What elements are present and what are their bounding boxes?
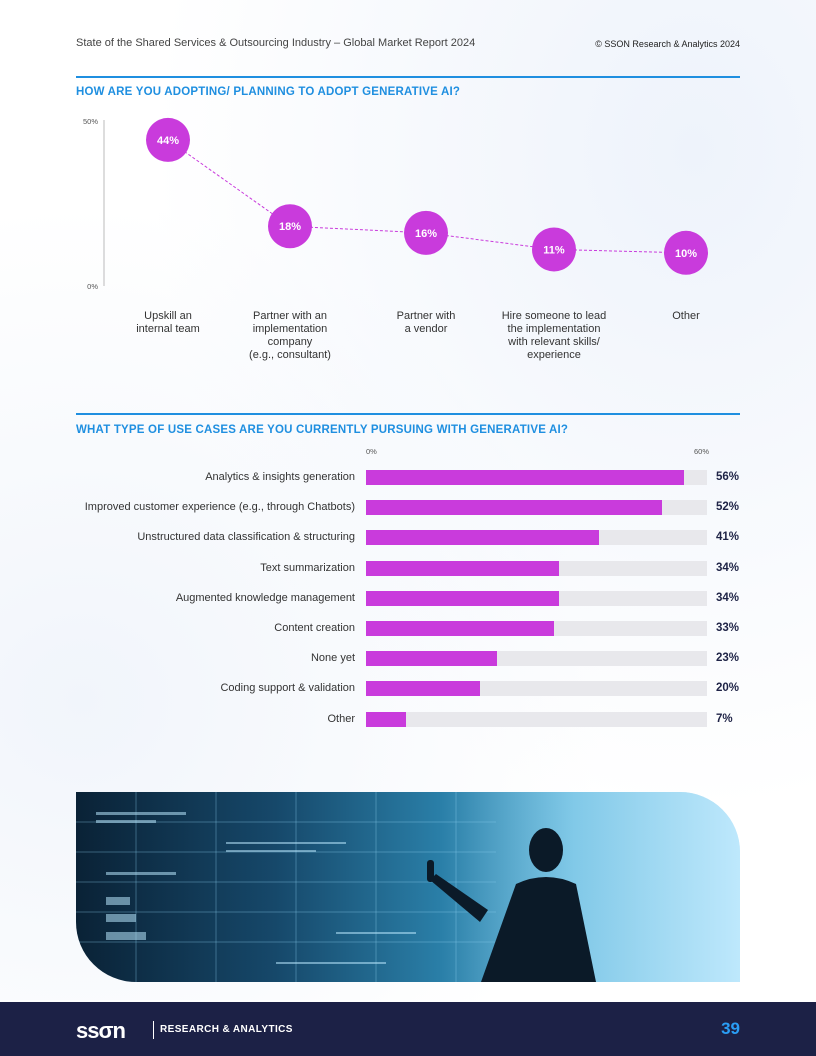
x-tick-label: 60% bbox=[694, 447, 710, 456]
category-label: Partner with a vendor bbox=[396, 310, 456, 335]
logo-subtitle: RESEARCH & ANALYTICS bbox=[160, 1024, 293, 1035]
copyright-notice: © SSON Research & Analytics 2024 bbox=[595, 39, 740, 49]
bar-category-label: Coding support & validation bbox=[220, 682, 355, 695]
data-point bbox=[268, 204, 312, 249]
bar-value-label: 7% bbox=[716, 712, 733, 725]
hero-image bbox=[76, 792, 740, 982]
category-label: Upskill an internal team bbox=[136, 310, 200, 335]
bar bbox=[366, 560, 560, 576]
sson-logo: ssσn bbox=[76, 1018, 126, 1043]
section-divider bbox=[76, 76, 740, 78]
y-tick-label: 0% bbox=[87, 282, 98, 291]
section-title-adoption: HOW ARE YOU ADOPTING/ PLANNING TO ADOPT … bbox=[76, 86, 461, 98]
bar bbox=[366, 590, 560, 606]
bar bbox=[366, 681, 480, 697]
bar-track bbox=[366, 621, 707, 636]
bar-category-label: Unstructured data classification & struc… bbox=[137, 531, 355, 544]
bar-category-label: Augmented knowledge management bbox=[175, 591, 355, 604]
data-label: 10% bbox=[675, 248, 697, 260]
page-footer: ssσn RESEARCH & ANALYTICS 39 bbox=[0, 1002, 816, 1056]
bar-track bbox=[366, 681, 707, 697]
bar-track bbox=[366, 470, 707, 485]
bar-category-label: None yet bbox=[310, 652, 355, 665]
bar-value-label: 56% bbox=[716, 471, 740, 483]
report-title: State of the Shared Services & Outsourci… bbox=[76, 37, 476, 49]
connector-line bbox=[289, 225, 427, 234]
bar bbox=[366, 621, 554, 636]
connector-line bbox=[553, 248, 687, 254]
section-divider bbox=[76, 413, 740, 415]
data-point bbox=[532, 227, 576, 272]
futuristic-interface-illustration bbox=[76, 792, 740, 982]
bar-category-label: Analytics & insights generation bbox=[205, 471, 355, 483]
bar-category-label: Improved customer experience (e.g., thro… bbox=[84, 501, 355, 514]
category-label: Hire someone to lead the implementation … bbox=[501, 310, 607, 361]
y-tick-label: 50% bbox=[83, 117, 98, 126]
bar-track bbox=[366, 590, 707, 606]
x-tick-label: 0% bbox=[366, 447, 377, 456]
connector-line bbox=[167, 139, 291, 227]
category-label: Partner with an implementation company (… bbox=[249, 310, 331, 361]
adoption-chart-svg: 50% 0% 44% 18% 16% 11% 10% bbox=[83, 117, 708, 291]
data-point bbox=[146, 117, 190, 162]
data-label: 44% bbox=[157, 135, 179, 147]
bar-category-label: Content creation bbox=[274, 622, 355, 634]
bar-value-label: 34% bbox=[716, 561, 740, 574]
bar-value-label: 52% bbox=[716, 501, 740, 514]
bar-track bbox=[366, 651, 707, 667]
bar-category-label: Text summarization bbox=[260, 561, 355, 574]
bar-value-label: 34% bbox=[716, 591, 740, 604]
bar bbox=[366, 651, 497, 667]
page-number: 39 bbox=[721, 1019, 740, 1038]
bar bbox=[366, 711, 406, 727]
logo-divider bbox=[153, 1021, 154, 1039]
data-label: 18% bbox=[279, 221, 301, 233]
bar-value-label: 20% bbox=[716, 682, 740, 695]
data-label: 16% bbox=[415, 228, 437, 240]
bar bbox=[366, 470, 685, 485]
bar-category-label: Other bbox=[327, 712, 355, 725]
data-point bbox=[404, 210, 448, 255]
bar bbox=[366, 500, 662, 516]
bar-track bbox=[366, 500, 707, 516]
bar-value-label: 41% bbox=[716, 531, 740, 544]
bar-value-label: 23% bbox=[716, 652, 740, 665]
data-label: 11% bbox=[543, 244, 565, 256]
data-point bbox=[664, 230, 708, 275]
bar-track bbox=[366, 560, 707, 576]
bar-value-label: 33% bbox=[716, 622, 740, 634]
section-title-use-cases: WHAT TYPE OF USE CASES ARE YOU CURRENTLY… bbox=[76, 424, 569, 436]
bar-track bbox=[366, 530, 707, 546]
bar bbox=[366, 530, 600, 546]
bar-track bbox=[366, 711, 707, 727]
category-label: Other bbox=[672, 310, 700, 322]
